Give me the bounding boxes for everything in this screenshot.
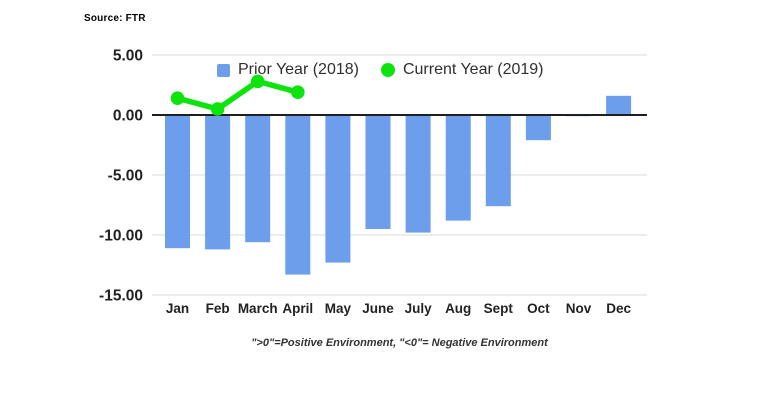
legend: Prior Year (2018) Current Year (2019) xyxy=(217,61,544,79)
ytick-label-0.00: 0.00 xyxy=(113,108,143,125)
ytick-label--10.00: -10.00 xyxy=(99,228,143,245)
bar-Oct xyxy=(525,115,551,141)
point-Jan xyxy=(170,91,185,105)
xtick-label-May: May xyxy=(325,301,352,316)
bar-Sept xyxy=(485,115,511,207)
ytick-label--5.00: -5.00 xyxy=(108,168,143,185)
xtick-label-July: July xyxy=(405,301,433,316)
bar-June xyxy=(365,115,391,229)
xtick-label-April: April xyxy=(282,301,313,316)
xtick-label-Nov: Nov xyxy=(566,301,592,316)
xtick-label-Sept: Sept xyxy=(484,301,514,316)
source-label: Source: FTR xyxy=(84,13,146,24)
bar-Jan xyxy=(165,115,190,249)
bar-March xyxy=(245,115,271,243)
xtick-label-Jan: Jan xyxy=(166,301,189,316)
xtick-label-March: March xyxy=(238,301,278,316)
ytick-label--15.00: -15.00 xyxy=(99,288,143,305)
legend-circle-swatch-icon xyxy=(380,63,395,77)
legend-item-prior-year: Prior Year (2018) xyxy=(217,61,359,79)
legend-square-swatch-icon xyxy=(217,63,230,77)
point-March xyxy=(250,74,265,89)
legend-label-prior-year: Prior Year (2018) xyxy=(238,61,359,78)
legend-item-current-year: Current Year (2019) xyxy=(380,61,544,79)
xtick-label-Feb: Feb xyxy=(206,301,230,316)
bar-April xyxy=(285,115,311,275)
bar-Aug xyxy=(445,115,471,221)
bar-May xyxy=(325,115,351,263)
xtick-label-June: June xyxy=(362,301,394,316)
bar-Dec xyxy=(606,95,632,115)
bar-July xyxy=(405,115,431,233)
xtick-label-Aug: Aug xyxy=(445,301,471,316)
ytick-label-5.00: 5.00 xyxy=(113,48,143,65)
xtick-label-Dec: Dec xyxy=(606,301,631,316)
point-April xyxy=(291,85,305,99)
footnote: ">0"=Positive Environment, "<0"= Negativ… xyxy=(251,337,548,349)
bar-Feb xyxy=(205,115,231,250)
xtick-label-Oct: Oct xyxy=(527,301,550,316)
legend-label-current-year: Current Year (2019) xyxy=(402,61,544,78)
point-Feb xyxy=(210,102,225,116)
line-current-year xyxy=(174,78,301,112)
